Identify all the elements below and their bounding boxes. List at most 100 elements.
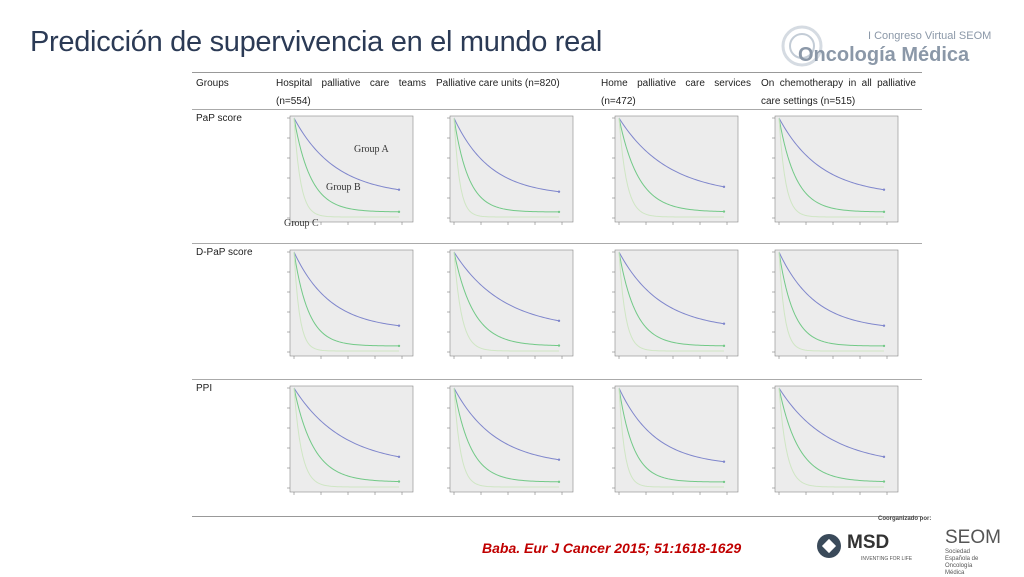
curve-end [882,344,886,348]
survival-curve [778,117,885,213]
survival-curve [293,387,400,483]
curve-end [557,344,561,347]
survival-curve [618,117,725,213]
curve-end [722,185,726,189]
survival-curve [453,251,560,322]
msd-tagline: INVENTING FOR LIFE [861,556,913,562]
survival-curve [778,117,884,218]
plot-area [449,385,574,493]
survival-plot [612,115,739,225]
curve-end [722,480,726,484]
group-label: Group A [354,144,390,155]
curve-end [557,319,561,323]
survival-curve [453,251,560,347]
survival-curve [778,387,885,483]
results-table: Groups Hospital palliative care teams (n=… [192,72,922,517]
group-label: Group B [326,182,361,193]
curve-end [722,322,726,325]
curve-end [557,458,561,461]
msd-name: MSD [847,532,890,553]
msd-mark [817,534,841,558]
survival-curve [778,251,884,352]
survival-plot [612,385,739,495]
row-divider [192,243,922,244]
survival-plot [772,115,899,225]
curve-end [882,210,886,214]
row-divider [192,379,922,380]
survival-plot [447,385,574,495]
survival-curve [618,251,725,325]
plot-area [614,115,739,223]
survival-curve [453,117,559,218]
curve-end [722,344,726,348]
logo-mark [781,25,823,67]
curve-end [397,210,401,214]
curve-end [882,188,886,191]
survival-curve [453,387,560,483]
congress-logo: I Congreso Virtual SEOM Oncología Médica [780,22,1005,68]
survival-curve [778,387,885,458]
row-label: D-PaP score [196,247,253,258]
survival-curve [293,251,400,327]
survival-plot: Group A Group B Group C [284,115,414,229]
survival-curve [618,387,725,463]
brand-name: Oncología Médica [798,44,970,66]
survival-curve [618,387,724,488]
column-header: Hospital palliative care teams (n=554) [276,78,426,107]
curve-end [882,455,886,459]
survival-curve [778,251,885,327]
survival-curve [618,117,725,218]
curve-end [557,210,561,214]
column-header: Groups [196,78,229,89]
row-label: PPI [196,383,213,394]
survival-curve [778,117,885,191]
survival-plot [287,249,414,359]
curve-end [557,480,561,484]
congress-name: I Congreso Virtual SEOM [868,30,992,42]
survival-plot [772,385,899,495]
curve-end [722,210,726,213]
curve-end [557,190,561,193]
plot-area [449,249,574,357]
curve-end [397,188,401,191]
column-header: Palliative care units (n=820) [436,78,560,89]
curve-end [397,480,401,483]
plot-area [614,249,739,357]
group-label: Group C [284,218,319,229]
plot-area [774,249,899,357]
survival-curve [618,251,725,347]
survival-curve [453,117,560,193]
plot-area [289,385,414,493]
survival-curve [453,387,560,461]
seom-full: Sociedad Española de Oncología Médica [945,549,979,576]
row-label: PaP score [196,113,242,124]
survival-curve [453,387,559,488]
survival-plot [287,385,414,495]
plot-area [289,115,414,223]
row-divider [192,109,922,110]
curve-end [882,324,886,327]
plot-area [774,115,899,223]
survival-curve [293,387,400,458]
survival-plot [447,249,574,359]
slide-title: Predicción de supervivencia en el mundo … [30,26,602,58]
survival-curve [618,251,724,352]
survival-curve [453,251,560,352]
msd-logo: MSD INVENTING FOR LIFE [815,530,925,566]
survival-curve [293,251,399,352]
curve-end [397,455,401,459]
coorganized-label: Coorganizado por: [878,516,932,522]
survival-curve [293,117,399,218]
seom-logo: SEOM Sociedad Española de Oncología Médi… [945,527,1015,577]
survival-curve [453,117,560,213]
plot-area [289,249,414,357]
survival-curve [618,387,725,483]
curve-end [397,344,401,348]
citation: Baba. Eur J Cancer 2015; 51:1618-1629 [482,540,742,556]
survival-curve [293,387,400,488]
plot-area [774,385,899,493]
plot-area [449,115,574,223]
survival-curve [293,117,400,213]
survival-plot [447,115,574,225]
